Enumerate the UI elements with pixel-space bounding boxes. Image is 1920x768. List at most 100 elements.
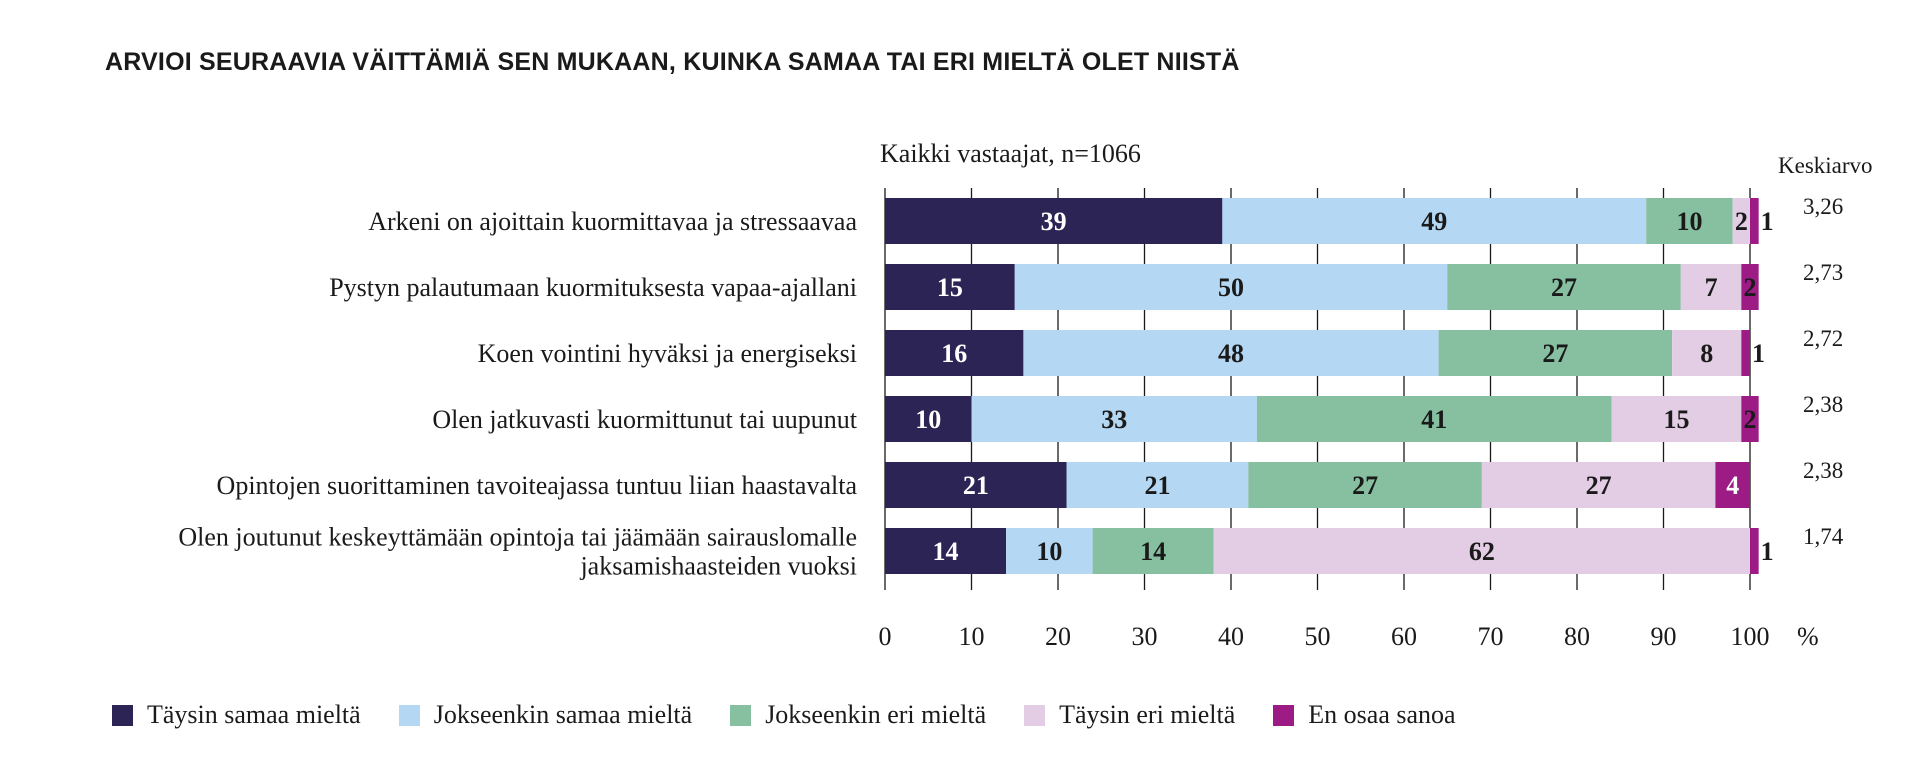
x-tick-label: 80 xyxy=(1564,622,1590,651)
chart-legend: Täysin samaa mieltä Jokseenkin samaa miel… xyxy=(112,700,1494,730)
bar-segment xyxy=(885,264,1015,310)
data-label: 16 xyxy=(941,339,967,368)
data-label: 2 xyxy=(1744,405,1757,434)
data-label: 1 xyxy=(1761,537,1774,566)
legend-swatch xyxy=(398,704,420,726)
bar-segment xyxy=(971,396,1257,442)
data-label: 15 xyxy=(1663,405,1689,434)
bar-segment xyxy=(1750,528,1759,574)
data-label: 15 xyxy=(937,273,963,302)
bar-segment xyxy=(885,462,1067,508)
chart-subtitle: Kaikki vastaajat, n=1066 xyxy=(880,139,1141,168)
x-tick-label: 70 xyxy=(1478,622,1504,651)
stacked-bar-chart: Kaikki vastaajat, n=1066 Keskiarvo Arkeni … xyxy=(178,139,1873,651)
category-label: Koen vointini hyväksi ja energiseksi xyxy=(478,339,857,368)
data-label: 1 xyxy=(1752,339,1765,368)
bar-segment xyxy=(1006,528,1093,574)
bar-segment xyxy=(1014,264,1448,310)
bar-segment xyxy=(1680,264,1742,310)
bar-segment xyxy=(1222,198,1647,244)
data-label: 48 xyxy=(1218,339,1244,368)
data-label: 39 xyxy=(1041,207,1067,236)
bar-segment xyxy=(1066,462,1249,508)
bar-segment xyxy=(885,330,1024,376)
data-label: 49 xyxy=(1421,207,1447,236)
mean-value: 2,72 xyxy=(1803,326,1843,351)
x-tick-label: 50 xyxy=(1305,622,1331,651)
x-tick-label: 40 xyxy=(1218,622,1244,651)
category-label: Opintojen suorittaminen tavoiteajassa tu… xyxy=(217,471,858,500)
legend-item: Jokseenkin eri mieltä xyxy=(730,700,986,730)
legend-item: En osaa sanoa xyxy=(1273,700,1456,730)
data-label: 27 xyxy=(1586,471,1612,500)
legend-swatch xyxy=(1024,704,1046,726)
data-label: 10 xyxy=(1676,207,1702,236)
data-label: 41 xyxy=(1421,405,1447,434)
data-label: 14 xyxy=(933,537,959,566)
legend-swatch xyxy=(730,704,752,726)
data-label: 33 xyxy=(1101,405,1127,434)
legend-label: Jokseenkin samaa mieltä xyxy=(433,700,693,729)
data-label: 27 xyxy=(1551,273,1577,302)
category-label: jaksamishaasteiden vuoksi xyxy=(579,552,857,581)
bar-segment xyxy=(1732,198,1750,244)
legend-label: En osaa sanoa xyxy=(1308,700,1456,729)
x-tick-label: 30 xyxy=(1132,622,1158,651)
legend-label: Jokseenkin eri mieltä xyxy=(765,700,987,729)
bar-segment xyxy=(1715,462,1750,508)
legend-item: Täysin eri mieltä xyxy=(1024,700,1235,730)
bar-segment xyxy=(1611,396,1742,442)
bar-segment xyxy=(1741,396,1759,442)
data-label: 10 xyxy=(1036,537,1062,566)
bar-segment xyxy=(1213,528,1750,574)
data-label: 4 xyxy=(1726,471,1739,500)
mean-column-header: Keskiarvo xyxy=(1778,153,1873,178)
data-label: 27 xyxy=(1352,471,1378,500)
bar-segment xyxy=(1023,330,1439,376)
x-tick-label: 10 xyxy=(959,622,985,651)
x-tick-label: 0 xyxy=(879,622,892,651)
data-label: 10 xyxy=(915,405,941,434)
mean-value: 1,74 xyxy=(1803,524,1844,549)
legend-swatch xyxy=(1273,704,1295,726)
mean-value: 3,26 xyxy=(1803,194,1843,219)
x-unit-label: % xyxy=(1797,622,1819,651)
data-label: 62 xyxy=(1469,537,1495,566)
mean-value: 2,38 xyxy=(1803,392,1843,417)
bar-segment xyxy=(1092,528,1214,574)
data-label: 2 xyxy=(1744,273,1757,302)
category-label: Pystyn palautumaan kuormituksesta vapaa-… xyxy=(329,273,857,302)
data-label: 7 xyxy=(1705,273,1718,302)
x-tick-label: 20 xyxy=(1045,622,1071,651)
legend-item: Täysin samaa mieltä xyxy=(112,700,361,730)
bar-segment xyxy=(1248,462,1482,508)
bar-segment xyxy=(1741,264,1759,310)
data-label: 21 xyxy=(1144,471,1170,500)
legend-swatch xyxy=(112,704,133,726)
bar-segment xyxy=(1741,330,1750,376)
legend-item: Jokseenkin samaa mieltä xyxy=(398,700,693,730)
mean-value: 2,73 xyxy=(1803,260,1843,285)
data-label: 27 xyxy=(1542,339,1568,368)
bar-segment xyxy=(885,396,972,442)
data-label: 8 xyxy=(1700,339,1713,368)
mean-value: 2,38 xyxy=(1803,458,1843,483)
category-label: Olen jatkuvasti kuormittunut tai uupunut xyxy=(432,405,857,434)
x-tick-label: 100 xyxy=(1731,622,1770,651)
x-tick-label: 90 xyxy=(1651,622,1677,651)
bar-segment xyxy=(1646,198,1733,244)
data-label: 1 xyxy=(1761,207,1774,236)
data-label: 14 xyxy=(1140,537,1166,566)
data-label: 21 xyxy=(963,471,989,500)
category-label: Arkeni on ajoittain kuormittavaa ja stre… xyxy=(368,207,857,236)
legend-label: Täysin samaa mieltä xyxy=(147,700,361,729)
legend-label: Täysin eri mieltä xyxy=(1059,700,1236,729)
bar-segment xyxy=(1256,396,1612,442)
bar-segment xyxy=(1481,462,1716,508)
chart-title: ARVIOI SEURAAVIA VÄITTÄMIÄ SEN MUKAAN, K… xyxy=(105,48,1240,76)
bar-segment xyxy=(885,198,1223,244)
bar-segment xyxy=(1750,198,1759,244)
x-tick-label: 60 xyxy=(1391,622,1417,651)
bar-segment xyxy=(1672,330,1742,376)
data-label: 50 xyxy=(1218,273,1244,302)
